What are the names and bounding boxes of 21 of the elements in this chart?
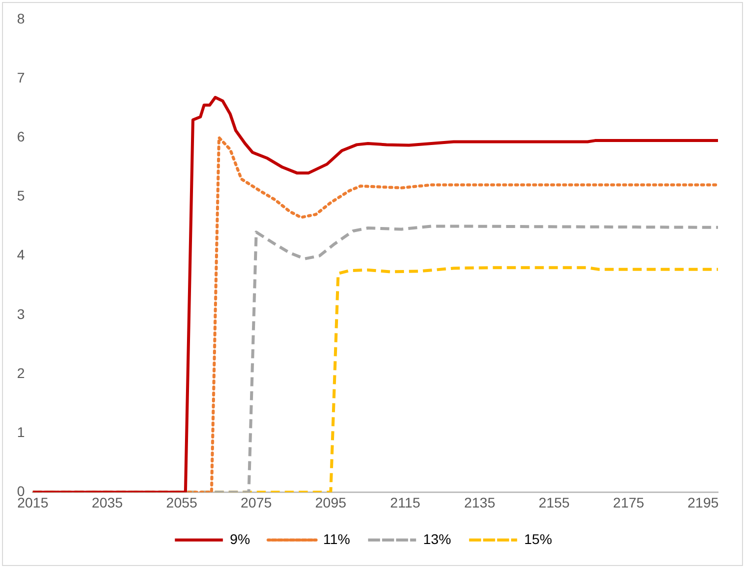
legend-label: 15%	[524, 530, 552, 547]
x-tick-label: 2135	[464, 494, 496, 510]
x-tick-label: 2155	[538, 494, 570, 510]
legend-label: 13%	[423, 530, 452, 547]
x-tick-label: 2195	[688, 494, 719, 510]
y-tick-label: 3	[16, 306, 25, 322]
x-tick-label: 2035	[92, 494, 124, 510]
y-tick-label: 5	[16, 188, 25, 204]
y-tick-label: 8	[16, 10, 25, 26]
x-tick-label: 2115	[390, 494, 420, 510]
x-tick-label: 2175	[613, 494, 644, 510]
x-tick-label: 2055	[166, 494, 198, 510]
legend-label: 11%	[323, 530, 350, 547]
y-tick-label: 1	[16, 424, 25, 440]
y-tick-label: 7	[16, 69, 25, 86]
y-tick-label: 6	[16, 128, 25, 144]
x-tick-label: 2075	[240, 494, 272, 510]
y-tick-label: 2	[16, 364, 25, 381]
x-tick-label: 2095	[315, 494, 346, 510]
y-tick-label: 4	[16, 246, 25, 263]
legend-label: 9%	[230, 530, 250, 547]
